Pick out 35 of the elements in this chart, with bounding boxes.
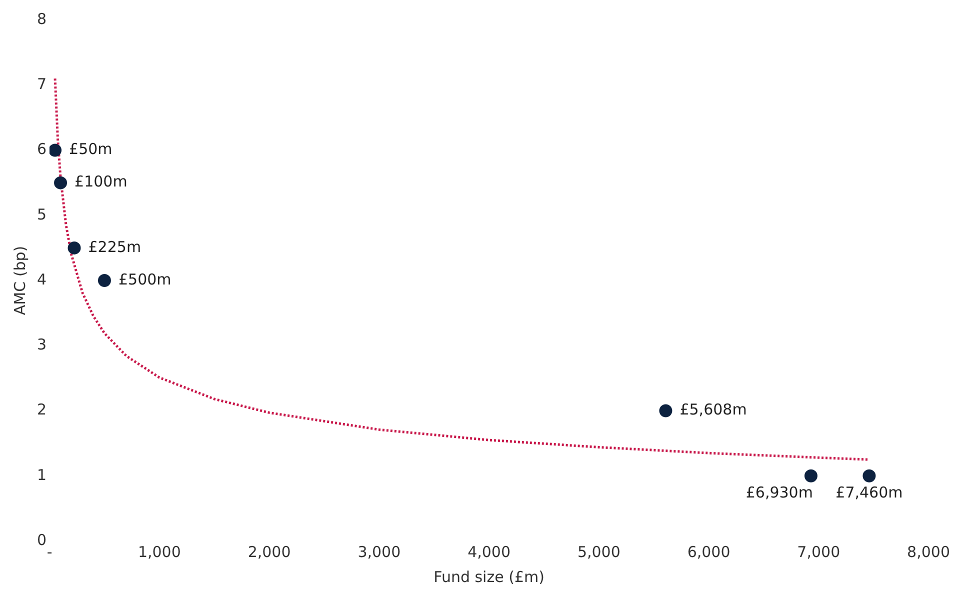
x-tick-label: 3,000 [358,542,401,561]
y-tick-label: 8 [36,10,47,28]
annotation: £100m [74,172,128,191]
y-tick-label: 0 [36,530,47,549]
y-tick-label: 1 [36,466,47,484]
y-tick-label: 7 [36,75,47,94]
x-tick-label: 4,000 [468,542,511,561]
x-tick-label: 5,000 [577,542,620,561]
point [862,469,876,482]
x-tick-label: 8,000 [907,542,950,561]
point [804,469,818,482]
annotation: £225m [88,238,142,256]
point [98,274,111,287]
annotation: £50m [69,140,112,158]
x-tick-label: 2,000 [248,542,291,561]
annotation: £6,930m [746,483,813,502]
line-series [54,77,870,461]
annotation: £7,460m [836,483,903,502]
y-tick-label: 3 [36,336,47,354]
point [50,144,62,157]
x-tick-label: 6,000 [687,542,730,561]
x-tick-label: - [46,542,52,561]
y-tick-label: 6 [36,140,47,158]
annotation: £500m [118,270,172,288]
y-tick-label: 2 [36,400,47,419]
point [659,404,672,418]
x-tick-label: 7,000 [797,542,840,561]
point [54,176,68,190]
x-axis-title: Fund size (£m) [434,568,544,586]
y-axis-title: AMC (bp) [10,246,29,316]
x-tick-label: 1,000 [138,542,181,561]
y-tick-label: 5 [36,205,47,224]
y-tick-label: 4 [36,270,47,288]
annotation: £5,608m [680,400,747,419]
point [68,241,81,254]
